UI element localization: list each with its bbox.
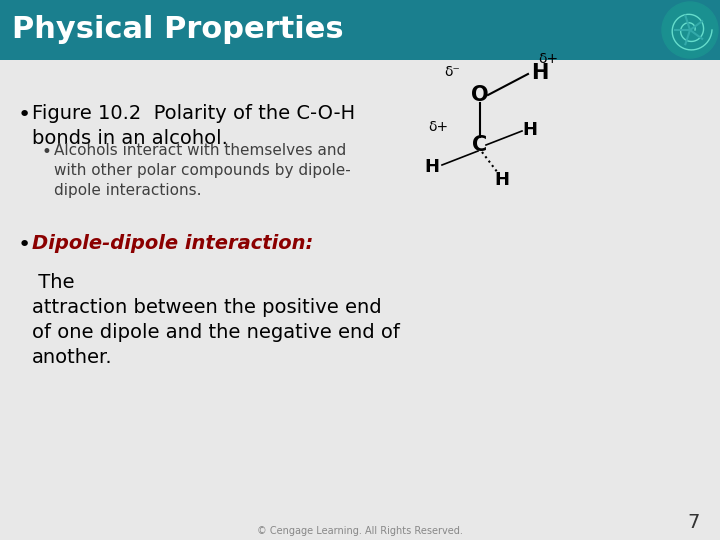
Text: The
attraction between the positive end
of one dipole and the negative end of
an: The attraction between the positive end … [32,273,400,367]
Circle shape [662,2,718,58]
Text: δ+: δ+ [428,120,448,134]
Text: C: C [472,135,487,155]
Text: δ+: δ+ [538,52,558,66]
Text: H: H [523,121,538,139]
Text: δ⁻: δ⁻ [444,65,460,79]
FancyBboxPatch shape [0,0,720,60]
Text: •: • [42,143,52,161]
Text: © Cengage Learning. All Rights Reserved.: © Cengage Learning. All Rights Reserved. [257,526,463,536]
Text: Physical Properties: Physical Properties [12,15,343,44]
Text: H: H [425,158,439,176]
Text: 7: 7 [688,513,700,532]
Text: •: • [18,105,31,125]
FancyBboxPatch shape [0,60,720,540]
Text: H: H [495,171,510,189]
Text: O: O [471,85,489,105]
Text: H: H [531,63,549,83]
Text: Figure 10.2  Polarity of the C-O-H
bonds in an alcohol.: Figure 10.2 Polarity of the C-O-H bonds … [32,104,355,148]
Text: Dipole-dipole interaction:: Dipole-dipole interaction: [32,234,313,253]
Text: •: • [18,235,31,255]
Text: Alcohols interact with themselves and
with other polar compounds by dipole-
dipo: Alcohols interact with themselves and wi… [54,143,351,198]
